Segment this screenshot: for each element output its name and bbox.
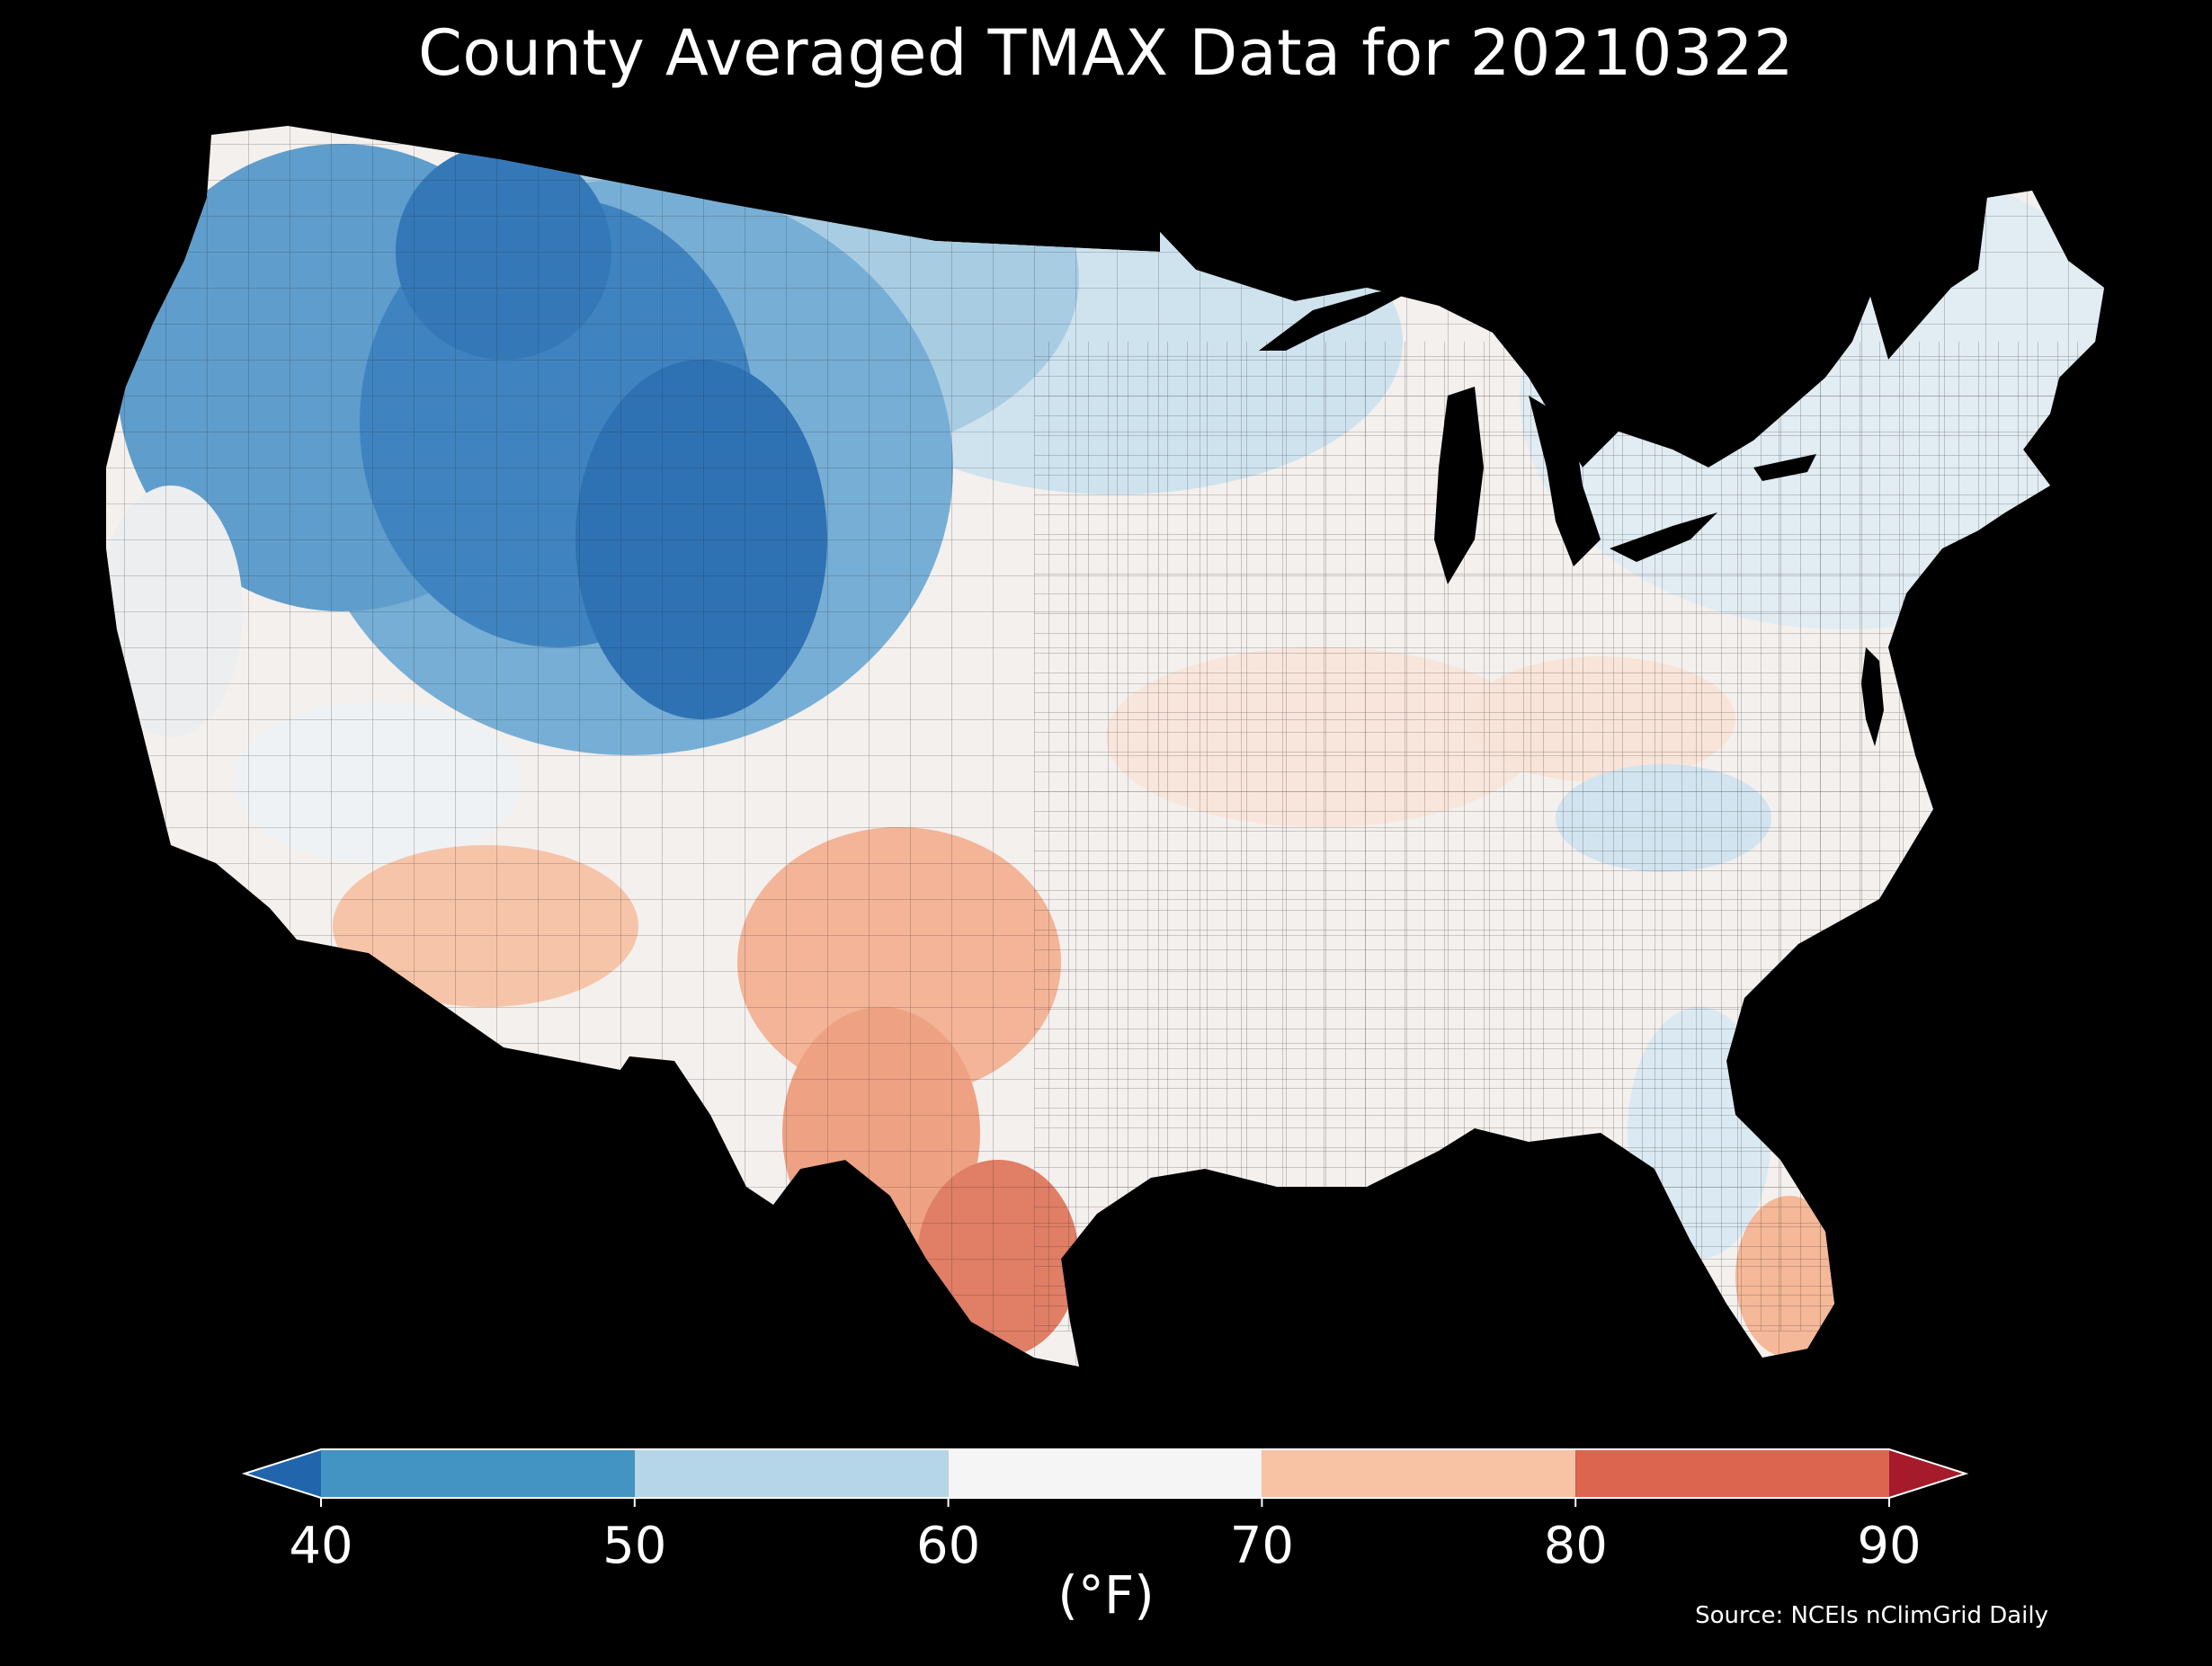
colorbar-bin-1 [634, 1449, 949, 1498]
lake-huron [1529, 396, 1601, 566]
colorbar-under-arrow [245, 1449, 321, 1498]
colorbar-tick-label: 80 [1544, 1517, 1608, 1575]
colorbar-bin-0 [321, 1449, 635, 1498]
colorbar-over-arrow [1889, 1449, 1966, 1498]
colorbar-bin-4 [1575, 1449, 1889, 1498]
lake-michigan [1434, 387, 1484, 584]
colorbar-tick-label: 40 [289, 1517, 352, 1575]
map-title: County Averaged TMAX Data for 20210322 [417, 16, 1795, 90]
great-lakes [1259, 286, 1816, 584]
colorbar-tick-label: 50 [602, 1517, 666, 1575]
lake-ontario [1753, 454, 1816, 481]
chesapeake-bay [1861, 647, 1884, 746]
colorbar-tick-label: 70 [1230, 1517, 1294, 1575]
colorbar-tick-label: 60 [916, 1517, 980, 1575]
source-credit: Source: NCEIs nClimGrid Daily [1695, 1602, 2048, 1629]
colorbar-bins [241, 1448, 1969, 1499]
lake-superior [1259, 286, 1421, 351]
lake-erie [1610, 512, 1717, 562]
colorbar-bin-3 [1262, 1449, 1576, 1498]
colorbar-ticks: 40 50 60 70 80 90 [289, 1498, 1922, 1575]
colorbar-bin-2 [948, 1449, 1262, 1498]
colorbar-tick-label: 90 [1857, 1517, 1921, 1575]
colorbar-unit-label: (°F) [1057, 1564, 1155, 1626]
